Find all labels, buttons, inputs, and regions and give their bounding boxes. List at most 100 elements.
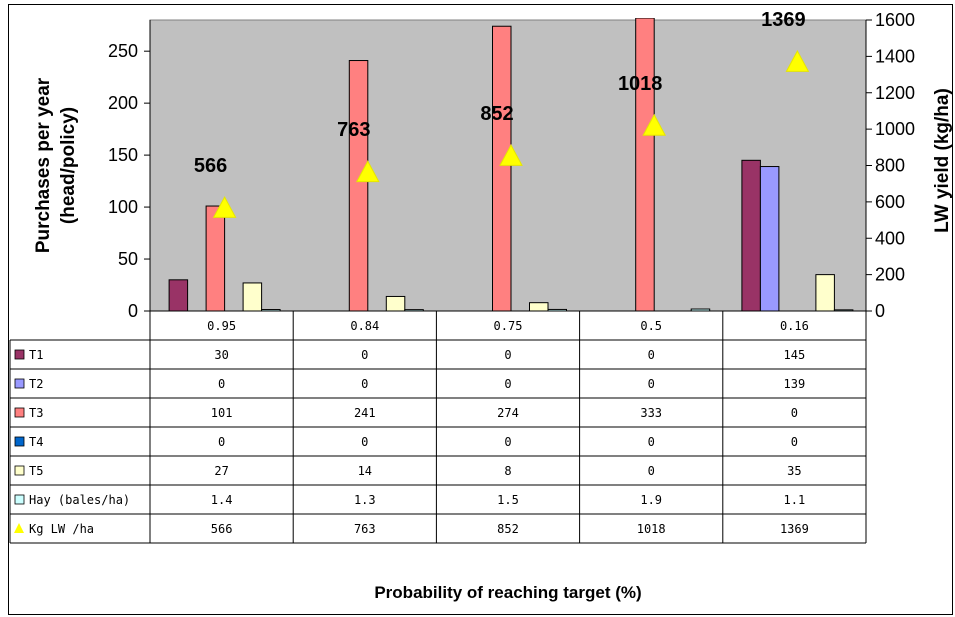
cell-t1-4: 145 [784,348,806,362]
y2-axis-title: LW yield (kg/ha) [932,88,953,233]
cell-hay-bales-ha--3: 1.9 [640,493,662,507]
markers-layer: 566 763 852 1018 1369 [194,9,810,218]
cell-t1-0: 30 [214,348,228,362]
legend-key-kg-lw-ha [14,523,24,533]
y-tick-label-100: 100 [108,197,138,217]
cell-t1-2: 0 [504,348,511,362]
legend-key-hay-bales-ha- [14,494,25,505]
marker-kg-lw-2 [499,143,523,166]
bar-t5-0 [242,282,263,311]
cell-t2-3: 0 [648,377,655,391]
legend-key-t2 [14,378,25,389]
marker-kg-lw-1 [355,160,380,183]
y2-tick-label-1400: 1400 [875,46,915,66]
cell-hay-bales-ha--4: 1.1 [784,493,806,507]
right-axis-ticks: 0 200 400 600 800 1000 1200 1400 1600 [865,10,915,321]
y-axis-title-line1: Purchases per year [33,77,54,253]
data-label-0: 566 [194,155,227,177]
y2-tick-label-1000: 1000 [875,119,915,139]
cell-kg-lw-ha-1: 763 [354,522,376,536]
cell-t3-3: 333 [640,406,662,420]
left-axis-ticks: 0 50 100 150 200 250 [108,20,151,321]
legend-label-t2: T2 [29,377,43,391]
cell-kg-lw-ha-0: 566 [211,522,233,536]
cell-t5-1: 14 [358,464,372,478]
bar-t2-4 [759,166,780,311]
y2-tick-label-0: 0 [875,301,885,321]
x-category-label-1: 0.84 [350,319,379,333]
cell-t5-3: 0 [648,464,655,478]
legend-key-t3 [14,407,25,418]
y2-tick-label-200: 200 [875,265,905,285]
bar-hay-bales-ha--3 [690,308,711,311]
marker-kg-lw-4 [785,49,810,72]
cell-t3-1: 241 [354,406,376,420]
cell-kg-lw-ha-4: 1369 [780,522,809,536]
bar-t5-1 [385,295,406,311]
cell-hay-bales-ha--0: 1.4 [211,493,233,507]
data-label-4: 1369 [761,9,806,31]
cell-t1-3: 0 [648,348,655,362]
legend-label-kg-lw-ha: Kg LW /ha [29,522,94,536]
x-category-label-4: 0.16 [780,319,809,333]
cell-t2-1: 0 [361,377,368,391]
bar-t3-0 [205,205,226,311]
bar-t1-0 [168,279,189,311]
y2-tick-label-1200: 1200 [875,83,915,103]
legend-label-hay-bales-ha-: Hay (bales/ha) [29,493,130,507]
bar-t3-1 [348,60,369,311]
marker-kg-lw-3 [642,113,667,136]
legend-label-t4: T4 [29,435,43,449]
legend-key-t1 [14,349,25,360]
bar-t3-3 [635,18,655,311]
y-tick-label-150: 150 [108,145,138,165]
bar-t1-4 [741,159,761,311]
cell-t4-1: 0 [361,435,368,449]
cell-t4-0: 0 [218,435,225,449]
cell-kg-lw-ha-2: 852 [497,522,519,536]
data-table: 0.95 0.84 0.75 0.5 0.16 T1 30 0 0 0 145 T2 0 0 0 0 139 T3… [9,310,867,544]
cell-kg-lw-ha-3: 1018 [637,522,666,536]
bars-layer [168,18,854,311]
y2-tick-label-800: 800 [875,156,905,176]
y2-tick-label-400: 400 [875,228,905,248]
legend-key-t4 [14,436,25,447]
marker-kg-lw-0 [212,196,237,218]
cell-t3-2: 274 [497,406,519,420]
cell-t3-0: 101 [211,406,233,420]
legend-label-t3: T3 [29,406,43,420]
cell-t4-3: 0 [648,435,655,449]
x-category-label-2: 0.75 [494,319,523,333]
y-tick-label-250: 250 [108,41,138,61]
bar-t5-4 [815,274,835,311]
cell-t4-2: 0 [504,435,511,449]
bar-t3-2 [492,25,512,311]
y-axis-title-line2: (head/policy) [58,107,79,224]
cell-hay-bales-ha--1: 1.3 [354,493,376,507]
bar-hay-bales-ha--0 [261,309,281,311]
legend-label-t1: T1 [29,348,43,362]
y-tick-label-0: 0 [128,301,138,321]
x-axis-title: Probability of reaching target (%) [374,583,641,602]
cell-t5-4: 35 [787,464,801,478]
cell-t4-4: 0 [791,435,798,449]
data-label-3: 1018 [618,73,663,95]
cell-t1-1: 0 [361,348,368,362]
legend-key-t5 [14,465,25,476]
y-tick-label-200: 200 [108,93,138,113]
cell-t2-0: 0 [218,377,225,391]
y-tick-label-50: 50 [118,249,138,269]
cell-t2-4: 139 [784,377,806,391]
y2-tick-label-1600: 1600 [875,10,915,30]
cell-t3-4: 0 [791,406,798,420]
cell-t5-2: 8 [504,464,511,478]
data-label-1: 763 [337,119,370,141]
bar-t5-2 [529,302,549,311]
cell-t2-2: 0 [504,377,511,391]
y2-tick-label-600: 600 [875,192,905,212]
cell-hay-bales-ha--2: 1.5 [497,493,519,507]
legend-label-t5: T5 [29,464,43,478]
cell-t5-0: 27 [214,464,228,478]
x-category-label-0: 0.95 [207,319,236,333]
